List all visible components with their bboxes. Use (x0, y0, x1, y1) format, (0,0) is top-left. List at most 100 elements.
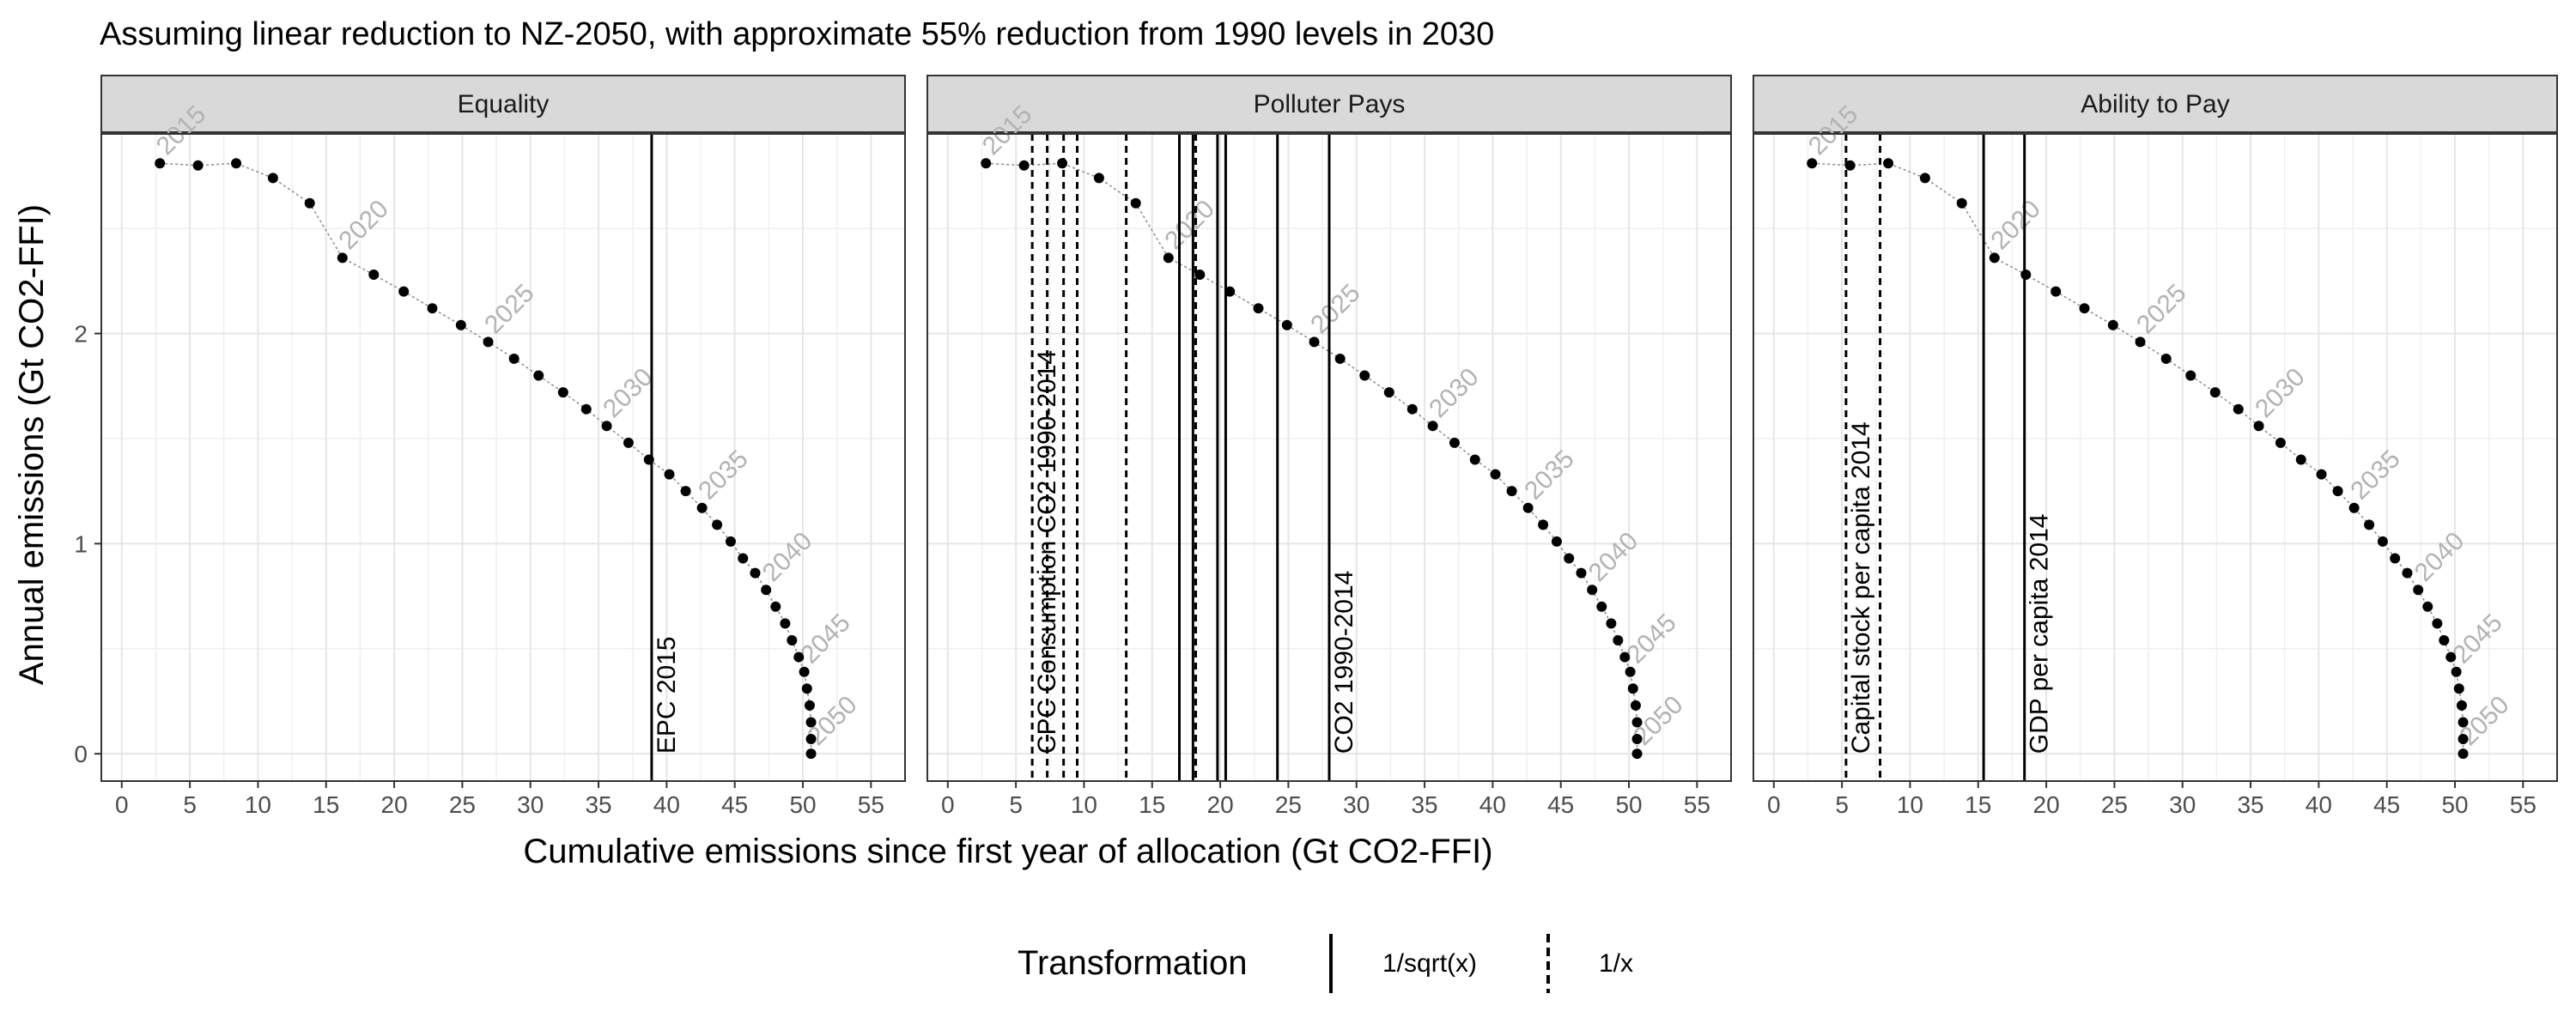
y-axis-title: Annual emissions (Gt CO2-FFI) (13, 204, 51, 685)
data-point (1130, 197, 1141, 209)
data-point (1564, 553, 1575, 564)
data-point (801, 683, 812, 694)
plot-background (1753, 134, 2557, 781)
data-point (455, 319, 466, 330)
x-tick-label: 45 (1547, 791, 1574, 818)
data-point (2390, 553, 2401, 564)
data-point (1449, 437, 1460, 448)
x-tick-label: 25 (449, 791, 476, 818)
data-point (1631, 734, 1643, 745)
data-point (2413, 585, 2424, 596)
data-point (398, 286, 410, 297)
chart-title: Assuming linear reduction to NZ-2050, wi… (100, 16, 1494, 52)
x-tick-label: 20 (1207, 791, 1234, 818)
data-point (2050, 286, 2062, 297)
data-point (1334, 353, 1346, 364)
x-tick-label: 30 (517, 791, 544, 818)
data-point (805, 734, 817, 745)
data-point (192, 160, 204, 171)
data-point (1057, 158, 1068, 169)
x-tick-label: 40 (1479, 791, 1506, 818)
x-tick-label: 45 (721, 791, 748, 818)
data-point (580, 403, 592, 415)
data-point (1844, 160, 1856, 171)
legend-label-dashed: 1/x (1599, 949, 1633, 978)
data-point (799, 666, 810, 677)
x-tick-label: 0 (941, 791, 955, 818)
data-point (981, 158, 992, 169)
x-tick-label: 10 (1897, 791, 1923, 818)
data-point (368, 270, 380, 281)
data-point (1383, 387, 1394, 398)
x-tick-label: 50 (789, 791, 816, 818)
data-point (1587, 585, 1598, 596)
x-tick-label: 15 (313, 791, 339, 818)
data-point (805, 717, 817, 728)
data-point (2107, 319, 2118, 330)
x-tick-label: 55 (1684, 791, 1710, 818)
data-point (643, 454, 654, 465)
data-point (1630, 700, 1641, 711)
data-point (761, 585, 772, 596)
panel-border (100, 133, 906, 782)
data-point (725, 536, 736, 547)
x-tick-label: 50 (2441, 791, 2468, 818)
data-point (2432, 618, 2443, 629)
data-point (2332, 486, 2343, 497)
data-point (2185, 370, 2196, 381)
data-point (1807, 158, 1818, 169)
data-point (1309, 336, 1320, 348)
x-tick-label: 5 (1835, 791, 1849, 818)
data-point (1631, 717, 1643, 728)
data-point (2295, 454, 2306, 465)
data-point (1163, 252, 1174, 264)
data-point (1538, 519, 1549, 530)
x-tick-label: 30 (2169, 791, 2196, 818)
data-point (680, 486, 691, 497)
data-point (1919, 173, 1930, 184)
x-tick-label: 5 (1009, 791, 1023, 818)
data-point (623, 437, 634, 448)
data-point (1596, 601, 1607, 612)
data-point (1989, 252, 2000, 264)
data-point (2160, 353, 2172, 364)
data-point (2451, 666, 2462, 677)
y-tick-label: 1 (74, 530, 88, 557)
facet-strip (1753, 75, 2558, 133)
data-point (804, 700, 815, 711)
threshold-label: GDP per capita 2014 (2026, 514, 2054, 754)
data-point (1469, 454, 1480, 465)
data-point (2458, 748, 2469, 760)
data-point (304, 197, 315, 209)
x-tick-label: 55 (858, 791, 884, 818)
x-tick-label: 20 (2033, 791, 2060, 818)
x-tick-label: 50 (1615, 791, 1642, 818)
data-point (508, 353, 519, 364)
y-tick-label: 2 (74, 321, 88, 348)
data-point (1631, 748, 1643, 760)
legend-label-solid: 1/sqrt(x) (1382, 949, 1477, 978)
y-tick-label: 0 (74, 741, 88, 767)
facet-strip-label: Equality (458, 90, 550, 118)
x-tick-label: 40 (653, 791, 680, 818)
x-tick-label: 55 (2510, 791, 2537, 818)
x-tick-label: 5 (183, 791, 197, 818)
x-tick-label: 30 (1343, 791, 1370, 818)
data-point (1253, 303, 1264, 314)
legend-title: Transformation (1018, 944, 1248, 982)
data-point (267, 173, 278, 184)
data-point (787, 634, 798, 645)
data-point (1281, 319, 1292, 330)
data-point (2422, 601, 2433, 612)
data-point (780, 618, 791, 629)
data-point (2458, 717, 2469, 728)
data-point (1194, 270, 1206, 281)
x-tick-label: 0 (115, 791, 129, 818)
data-point (2253, 421, 2264, 432)
threshold-label-overlap: CPC Consumption CO2 1990-2014 (1033, 350, 1061, 754)
data-point (1576, 567, 1587, 579)
data-point (1606, 618, 1617, 629)
threshold-label: Capital stock per capita 2014 (1847, 421, 1875, 754)
